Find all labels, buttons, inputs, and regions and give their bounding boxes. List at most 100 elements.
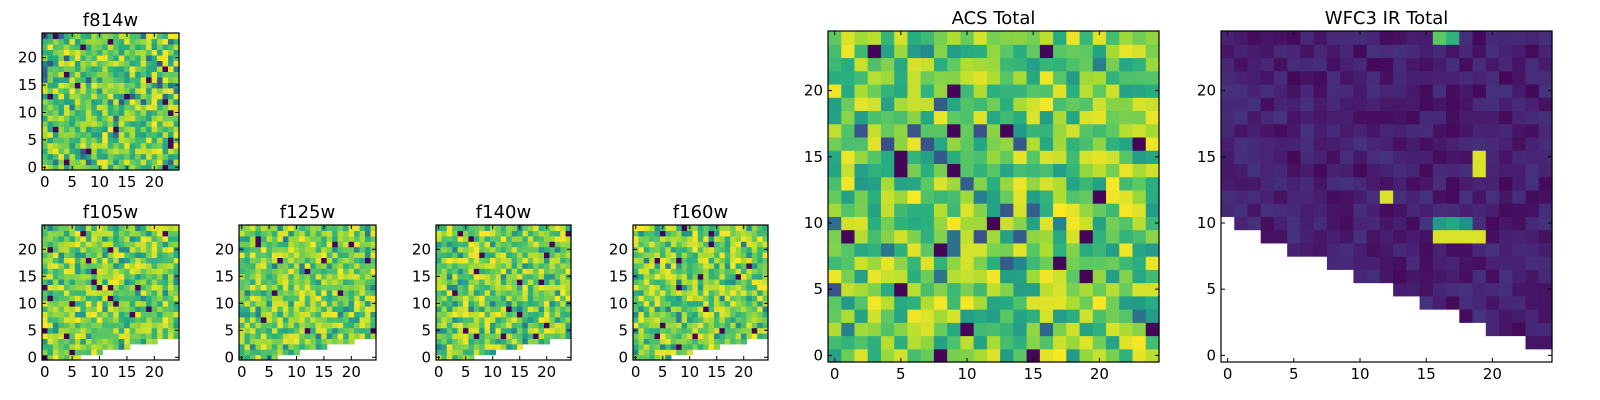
heatmap-cell [1013,97,1028,112]
heatmap-cell [643,295,650,302]
heatmap-cell [670,273,677,280]
heatmap-cell [80,262,87,269]
heatmap-cell [1353,176,1368,191]
heatmap-cell [1079,44,1094,59]
heatmap-cell [533,273,540,280]
heatmap-cell [1079,150,1094,164]
heatmap-cell [1013,242,1028,257]
heatmap-cell [457,322,464,329]
heatmap-cell [854,44,869,59]
heatmap-cell [42,268,49,275]
heatmap-cell [321,273,328,280]
heatmap-cell [135,306,142,312]
heatmap-cell [473,257,480,264]
y-tick-label: 20 [1197,82,1216,100]
heatmap-cell [113,284,120,291]
heatmap-cell [457,230,464,237]
heatmap-cell [135,60,142,67]
heatmap-cell [703,327,710,334]
heatmap-cell [162,273,169,280]
heatmap-cell [828,216,842,231]
heatmap-cell [113,164,120,171]
heatmap-cell [1053,189,1067,204]
heatmap-cell [151,126,158,133]
heatmap-cell [58,54,65,61]
heatmap-cell [436,295,442,302]
heatmap-cell [560,225,567,231]
heatmap-cell [255,252,262,258]
heatmap-cell [1485,269,1500,284]
heatmap-cell [80,76,87,83]
heatmap-cell [554,333,561,339]
heatmap-cell [74,153,81,160]
heatmap-cell [654,273,661,280]
heatmap-cell [135,49,142,56]
heatmap-cell [118,93,125,100]
heatmap-cell [107,153,114,160]
heatmap-cell [85,148,92,155]
heatmap-cell [1221,70,1235,85]
heatmap-cell [326,235,333,242]
heatmap-cell [168,115,175,122]
heatmap-cell [168,257,175,264]
heatmap-cell [973,97,988,112]
heatmap-cell [565,235,572,242]
heatmap-cell [495,300,502,307]
heatmap-cell [162,295,169,302]
heatmap-cell [58,230,65,237]
heatmap-cell [880,229,895,244]
heatmap-cell [293,306,300,312]
heatmap-cell [660,257,666,264]
heatmap-cell [63,306,70,312]
heatmap-cell [52,60,60,67]
heatmap-cell [282,306,289,312]
heatmap-cell [107,120,114,127]
heatmap-cell [91,241,98,248]
heatmap-cell [1053,242,1067,257]
heatmap-cell [124,93,131,100]
heatmap-cell [1273,229,1288,244]
heatmap-cell [102,327,109,334]
heatmap-cell [1499,110,1513,125]
heatmap-cell [113,65,120,72]
heatmap-cell [96,38,103,45]
heatmap-cell [365,241,372,248]
heatmap-cell [676,252,683,258]
heatmap-cell [1313,110,1328,125]
heatmap-cell [118,164,125,171]
heatmap-cell [854,256,869,270]
heatmap-cell [854,189,869,204]
heatmap-cell [1221,31,1235,45]
heatmap-cell [660,333,666,339]
heatmap-cell [321,257,328,264]
heatmap-cell [146,115,153,122]
heatmap-cell [1079,282,1094,297]
heatmap-cell [1366,229,1381,244]
heatmap-cell [42,98,49,105]
heatmap-cell [299,257,306,264]
heatmap-cell [1273,57,1288,72]
heatmap-cell [74,137,81,144]
heatmap-cell [102,142,109,149]
heatmap-cell [854,269,869,284]
heatmap-cell [277,268,284,275]
heatmap-cell [124,38,131,45]
heatmap-cell [665,327,672,334]
heatmap-cell [85,338,92,345]
heatmap-cell [151,131,158,138]
heatmap-cell [757,235,764,242]
heatmap-cell [735,316,742,323]
heatmap-cell [365,300,372,307]
heatmap-cell [1106,189,1120,204]
heatmap-cell [920,282,935,297]
heatmap-cell [168,137,175,144]
heatmap-cell [1432,123,1447,138]
heatmap-cell [633,349,639,356]
heatmap-cell [1512,242,1527,257]
heatmap-cell [102,126,109,133]
heatmap-cell [676,311,683,318]
heatmap-cell [500,230,507,237]
heatmap-cell [894,83,909,98]
heatmap-cell [80,273,87,280]
heatmap-cell [1446,70,1460,85]
